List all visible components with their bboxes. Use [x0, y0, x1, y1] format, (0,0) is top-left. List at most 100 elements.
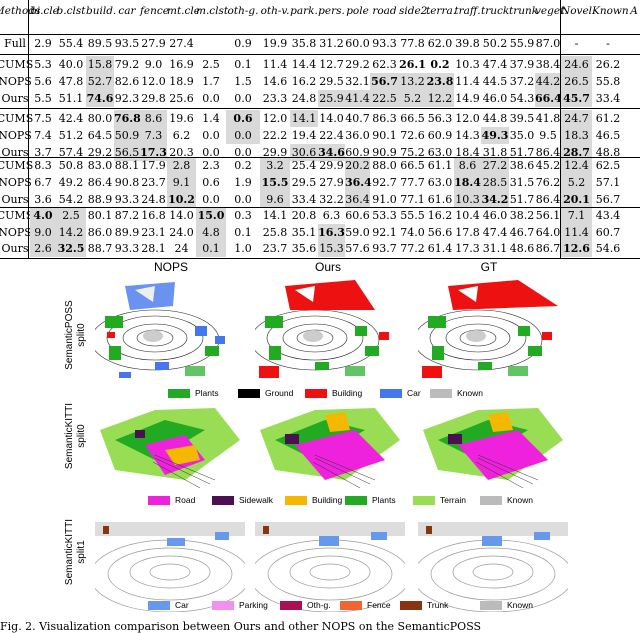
table-cell: 51.1 [58, 92, 84, 105]
table-cell: 74.0 [400, 226, 425, 239]
table-cell: 3.2 [260, 157, 290, 174]
table-row: CUMS 5.3 40.0 15.8 79.2 9.0 16.9 2.5 0.1 11.4 14.4… [0, 56, 640, 73]
method-label: NOPS [0, 75, 32, 88]
poss-gt-panel [418, 280, 558, 378]
table-cell: 92.7 [372, 176, 397, 189]
table-cell: 29.8 [141, 92, 166, 105]
table-cell: 40.7 [345, 112, 370, 125]
table-cell: 56.1 [535, 209, 561, 222]
table-cell: 10.4 [455, 209, 480, 222]
table-cell: 93.7 [372, 242, 397, 255]
column-header: oth-g. [227, 5, 259, 17]
legend-label: Parking [239, 600, 268, 610]
table-cell: 6.7 [34, 176, 52, 189]
table-cell: 44.2 [535, 73, 561, 90]
table-cell: 7.4 [34, 129, 52, 142]
qualitative-figure: NOPS Ours GT SemanticPOSS split0 Semanti… [0, 260, 640, 633]
table-row: NOPS 7.4 51.2 64.5 50.9 7.3 6.2 0.0 0.0 22.2 19.4 2… [0, 127, 640, 144]
table-cell: 61.1 [427, 159, 453, 172]
table-cell: 16.9 [169, 58, 194, 71]
table-cell: 5.6 [34, 75, 52, 88]
table-cell: 29.9 [319, 159, 344, 172]
column-header: fence [140, 5, 169, 17]
table-cell: 1.4 [202, 112, 220, 125]
legend-label: Ground [265, 388, 294, 398]
table-cell: 87.2 [114, 209, 140, 222]
table-cell: 0.2 [430, 58, 450, 71]
table-cell: 44.8 [482, 112, 508, 125]
table-cell: 12.2 [426, 90, 454, 107]
table-cell: 5.2 [561, 174, 592, 191]
table-cell: 41.8 [535, 112, 561, 125]
table-row: CUMS 7.5 42.4 80.0 76.8 8.6 19.6 1.4 0.6 12.0 14.1… [0, 110, 640, 127]
table-cell: 7.5 [34, 112, 52, 125]
table-cell: 0.2 [234, 159, 252, 172]
column-header: A [630, 5, 638, 17]
table-cell: 57.6 [345, 242, 370, 255]
table-cell: 0.6 [226, 110, 260, 127]
legend-item: Building [305, 388, 362, 398]
table-rule [0, 108, 640, 109]
method-label: Ours [1, 193, 29, 206]
column-header: oth-v. [260, 5, 290, 17]
table-column-rule [560, 0, 561, 258]
table-cell: 14.3 [455, 129, 480, 142]
table-cell: 89.5 [87, 37, 113, 50]
table-cell: 9.5 [539, 129, 557, 142]
table-cell: 16.2 [291, 75, 317, 88]
column-header: park. [290, 5, 318, 17]
table-cell: 0.0 [234, 193, 252, 206]
table-cell: 86.3 [372, 112, 397, 125]
table-cell: 46.5 [595, 129, 621, 142]
table-cell: 26.1 [399, 58, 426, 71]
method-label: CUMS [0, 209, 34, 222]
kitti0-nops-panel [100, 408, 240, 489]
table-cell: 22.4 [319, 129, 344, 142]
method-label: NOPS [0, 176, 32, 189]
table-cell: 7.3 [140, 127, 167, 144]
table-cell: 80.1 [87, 209, 113, 222]
col-header-ours: Ours [314, 260, 341, 274]
table-cell: 77.8 [400, 37, 425, 50]
table-cell: 1.9 [234, 176, 252, 189]
table-cell: 61.6 [427, 193, 453, 206]
table-cell: 63.0 [427, 146, 453, 159]
table-cell: 51.7 [509, 146, 535, 159]
table-cell: 19.6 [169, 112, 194, 125]
table-cell: 43.4 [595, 209, 621, 222]
table-cell: 93.3 [114, 193, 140, 206]
table-cell: 57.1 [595, 176, 621, 189]
table-cell: 0.0 [202, 193, 220, 206]
table-cell: 92.3 [114, 92, 140, 105]
legend-item: Parking [212, 600, 268, 610]
table-cell: 77.2 [400, 242, 425, 255]
legend-swatch [238, 388, 260, 398]
figure-caption: Fig. 2. Visualization comparison between… [0, 620, 482, 633]
table-cell: 66.5 [400, 112, 425, 125]
legend-label: Trunk [427, 600, 449, 610]
table-rule [0, 207, 640, 208]
row-label-kitti1: SemanticKITTI split1 [64, 502, 88, 602]
table-cell: 62.5 [595, 159, 621, 172]
table-cell: 24.0 [169, 226, 194, 239]
table-cell: 60.6 [345, 209, 370, 222]
table-cell: 12.0 [141, 75, 166, 88]
kitti1-nops-panel [95, 522, 245, 612]
table-cell: 24 [174, 242, 189, 255]
legend-swatch [305, 388, 327, 398]
table-cell [624, 224, 640, 241]
table-cell: 34.2 [481, 191, 509, 208]
col-header-nops: NOPS [153, 260, 188, 274]
legend-swatch [400, 600, 422, 610]
table-cell: 29.5 [291, 176, 317, 189]
table-rule [0, 258, 640, 259]
table-cell: 27.4 [169, 37, 194, 50]
table-cell: 52.7 [86, 73, 114, 90]
table-rule [0, 54, 640, 55]
table-cell: 35.8 [291, 37, 317, 50]
table-cell: 80.0 [87, 112, 113, 125]
legend-label: Car [175, 600, 189, 610]
column-header: build. [86, 5, 117, 17]
table-cell: 25.9 [318, 90, 345, 107]
table-cell: 63.0 [427, 176, 453, 189]
